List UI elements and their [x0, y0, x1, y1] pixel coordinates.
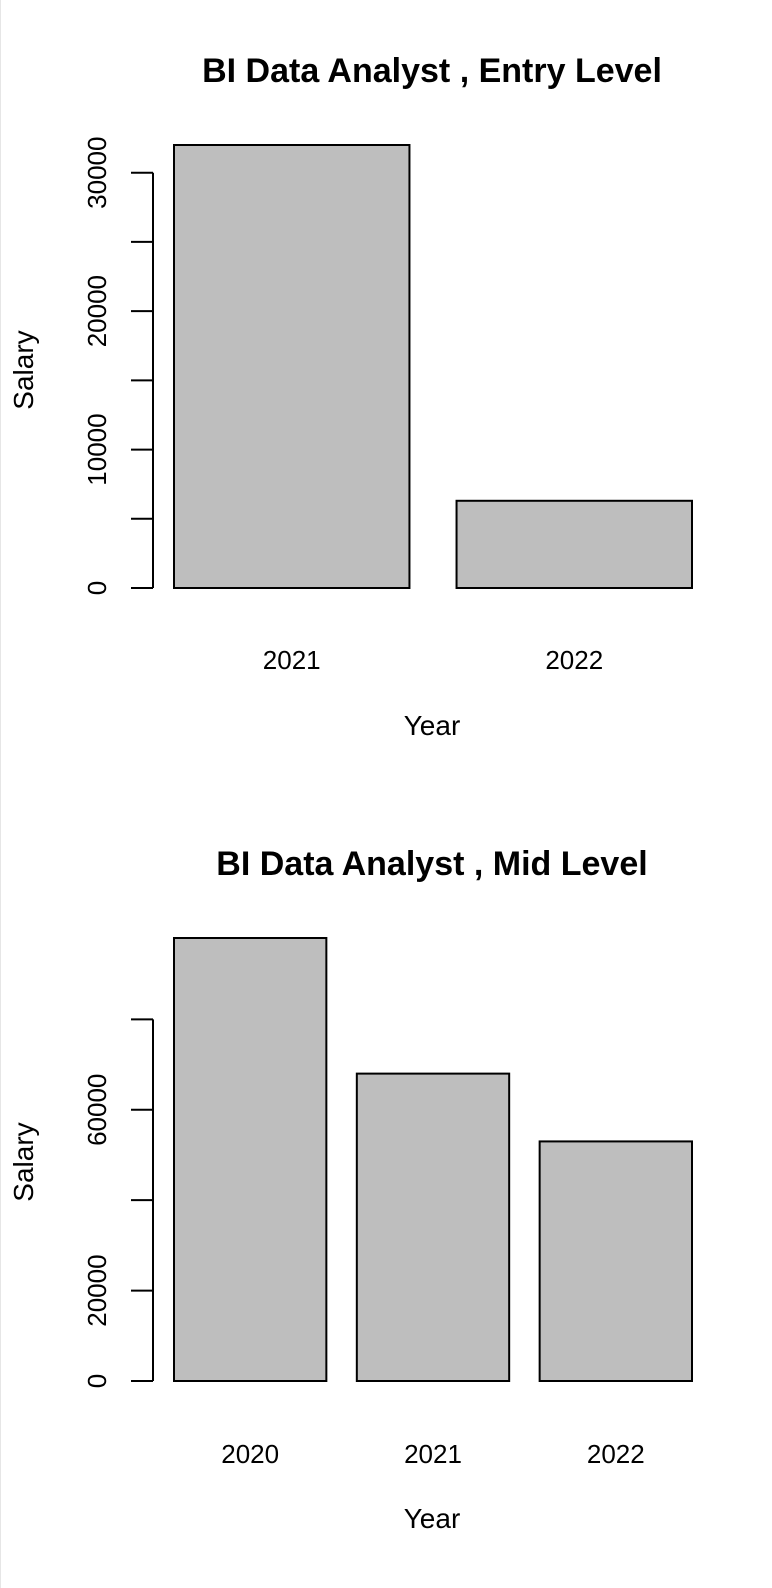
- y-axis-label: Salary: [8, 330, 39, 409]
- entry-level-chart: BI Data Analyst , Entry Level Salary Yea…: [8, 52, 693, 741]
- y-axis: 0 10000 20000 30000: [82, 137, 154, 595]
- y-tick-label: 60000: [82, 1074, 112, 1146]
- x-tick-label: 2020: [221, 1439, 279, 1469]
- y-tick-label: 20000: [82, 275, 112, 347]
- y-tick-label: 0: [82, 1374, 112, 1388]
- chart-title: BI Data Analyst , Entry Level: [202, 52, 662, 90]
- bar-2021: [355, 1072, 511, 1383]
- bar-2022: [455, 499, 693, 589]
- bars: [173, 937, 693, 1383]
- page-edge: [0, 0, 1, 1588]
- x-tick-labels: 2020 2021 2022: [221, 1439, 644, 1469]
- x-axis-label: Year: [404, 710, 461, 741]
- mid-level-chart: BI Data Analyst , Mid Level Salary Year …: [8, 845, 693, 1534]
- y-tick-label: 20000: [82, 1254, 112, 1326]
- x-tick-label: 2022: [545, 645, 603, 675]
- x-tick-label: 2022: [587, 1439, 645, 1469]
- x-tick-label: 2021: [263, 645, 321, 675]
- x-tick-label: 2021: [404, 1439, 462, 1469]
- y-tick-label: 30000: [82, 137, 112, 209]
- y-axis: 0 20000 60000: [82, 1018, 154, 1388]
- x-axis-label: Year: [404, 1503, 461, 1534]
- bars: [173, 144, 693, 589]
- bar-2022: [538, 1140, 693, 1382]
- chart-title: BI Data Analyst , Mid Level: [216, 845, 647, 883]
- y-tick-label: 10000: [82, 413, 112, 485]
- y-tick-label: 0: [82, 581, 112, 595]
- y-axis-label: Salary: [8, 1122, 39, 1201]
- bar-2021: [173, 144, 411, 589]
- x-tick-labels: 2021 2022: [263, 645, 603, 675]
- bar-2020: [173, 937, 328, 1382]
